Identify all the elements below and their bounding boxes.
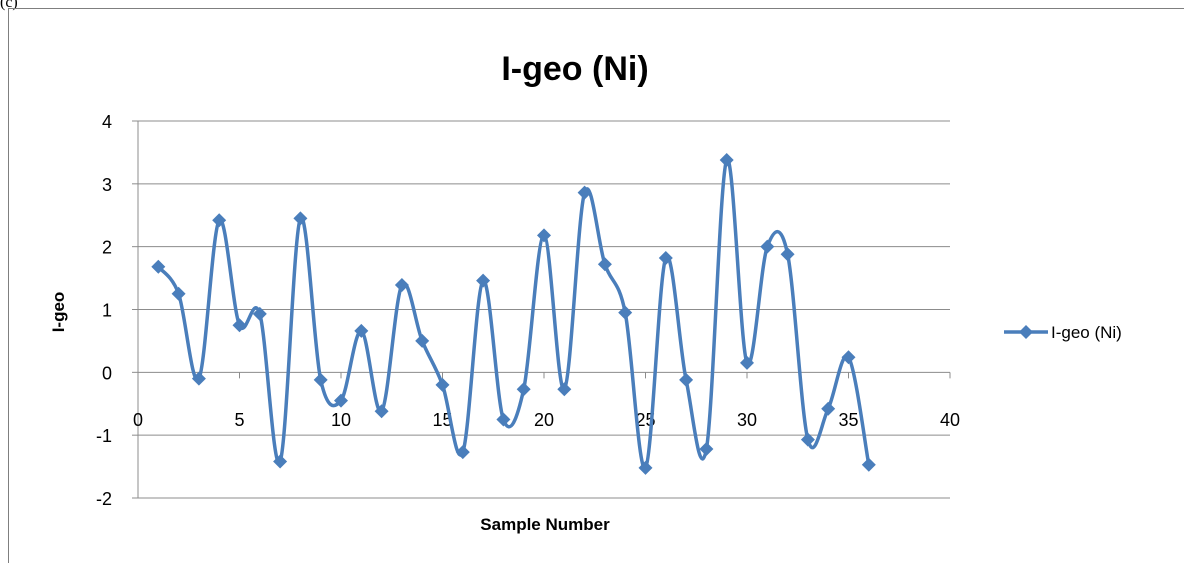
y-tick-label: 4: [102, 112, 112, 132]
data-point: [232, 318, 247, 333]
data-point: [212, 213, 227, 228]
data-point: [273, 454, 288, 469]
data-point: [334, 393, 348, 408]
series-layer: [151, 152, 876, 475]
x-tick-label: 15: [432, 410, 452, 430]
legend-marker: [1019, 325, 1033, 339]
data-point: [374, 404, 389, 419]
chart-frame: [8, 8, 1184, 563]
data-point: [516, 382, 531, 397]
data-point: [313, 372, 328, 387]
data-point: [354, 323, 369, 338]
data-point: [638, 460, 653, 475]
y-tick-label: -1: [96, 426, 112, 446]
panel-label: (c): [0, 0, 18, 11]
data-point: [537, 228, 551, 243]
data-point: [800, 432, 815, 447]
x-tick-label: 35: [838, 410, 858, 430]
x-axis-title: Sample Number: [480, 515, 610, 534]
data-point: [557, 382, 572, 397]
chart-title: I-geo (Ni): [501, 50, 648, 88]
legend-label: I-geo (Ni): [1051, 323, 1122, 342]
data-point: [597, 257, 612, 272]
data-point: [740, 355, 754, 370]
data-point: [780, 247, 795, 262]
x-tick-label: 30: [737, 410, 757, 430]
x-tick-label: 20: [534, 410, 554, 430]
data-point: [476, 273, 491, 288]
y-axis-title: I-geo: [49, 292, 68, 333]
axes: [132, 120, 951, 499]
x-tick-label: 40: [940, 410, 960, 430]
data-point: [719, 152, 734, 167]
data-point: [618, 305, 633, 320]
data-point: [861, 457, 876, 472]
data-point: [252, 306, 267, 321]
data-point: [415, 333, 430, 348]
x-tick-labels: 0 5 10 15 20 25 30 35 40: [133, 410, 960, 430]
data-point: [841, 350, 856, 365]
y-tick-label: 3: [102, 175, 112, 195]
x-tick-label: 10: [331, 410, 351, 430]
data-point: [455, 445, 470, 460]
y-tick-label: 1: [102, 301, 112, 321]
data-point: [577, 185, 592, 200]
y-tick-label: -2: [96, 489, 112, 509]
data-point: [293, 211, 308, 226]
y-tick-label: 2: [102, 238, 112, 258]
y-tick-labels: -2 -1 0 1 2 3 4: [96, 112, 112, 509]
data-point: [699, 441, 714, 456]
x-tick-label: 0: [133, 410, 143, 430]
data-point: [821, 401, 836, 416]
data-point: [394, 277, 409, 292]
data-point: [679, 372, 694, 387]
data-point: [496, 412, 511, 427]
data-point: [171, 286, 186, 301]
legend: I-geo (Ni): [1004, 323, 1122, 342]
data-point: [191, 371, 206, 386]
data-point: [658, 250, 673, 265]
x-tick-label: 5: [234, 410, 244, 430]
y-tick-label: 0: [102, 363, 112, 383]
data-point: [435, 377, 450, 392]
data-point: [760, 239, 775, 254]
data-point: [151, 259, 166, 274]
